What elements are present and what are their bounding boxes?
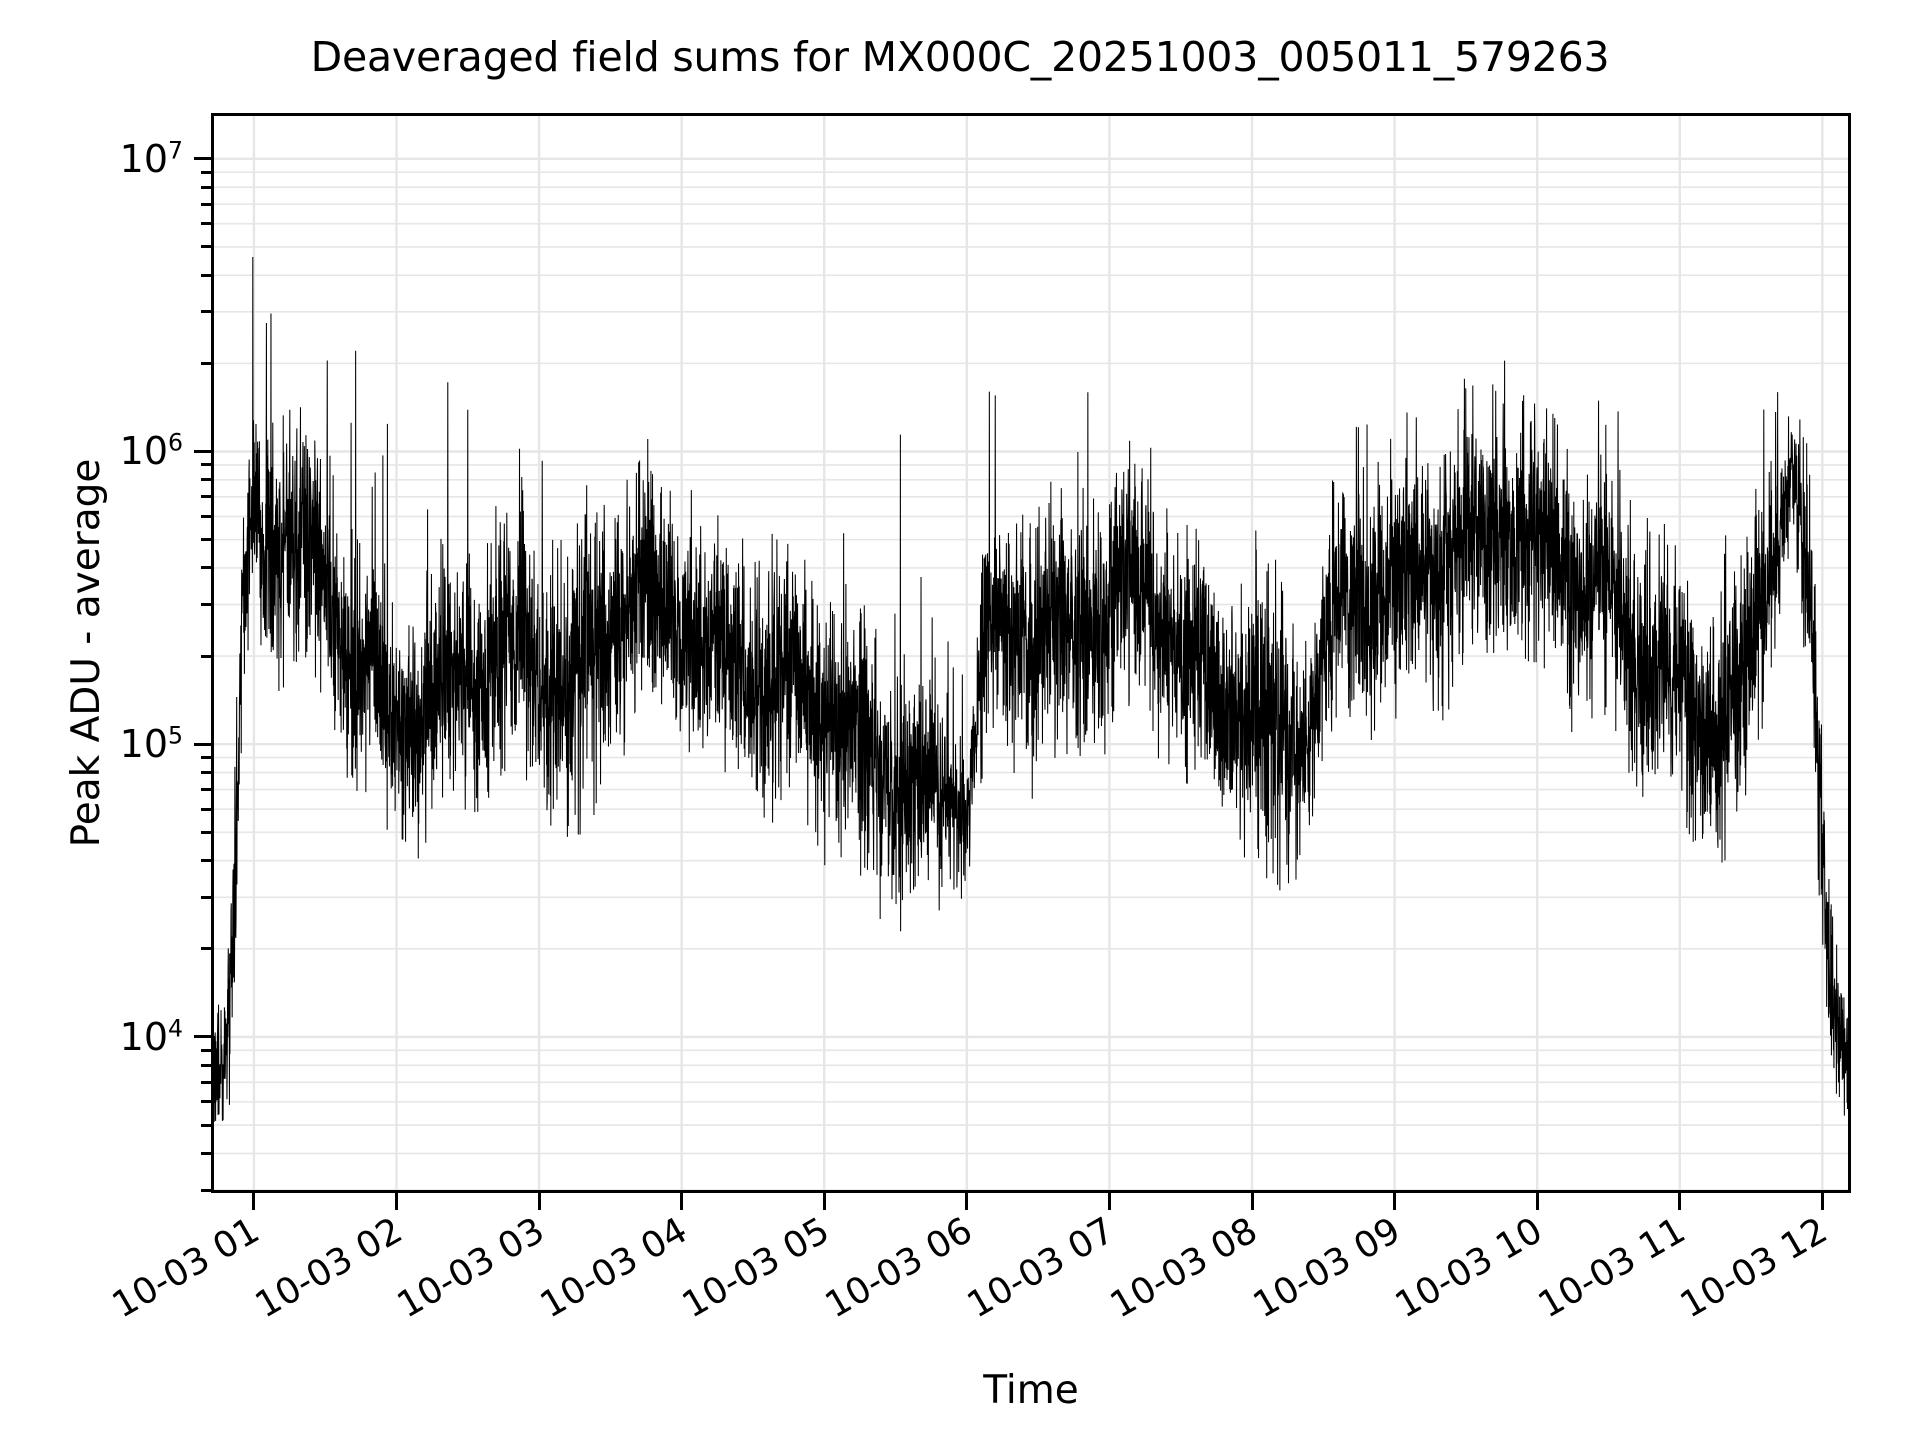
- y-tick-minor: [201, 310, 211, 314]
- y-tick-minor: [201, 245, 211, 249]
- y-tick-minor: [201, 788, 211, 792]
- y-tick-minor: [201, 807, 211, 811]
- x-tick-label: 10-03 07: [961, 1210, 1122, 1327]
- plot-area: [211, 113, 1851, 1193]
- x-tick-major: [537, 1193, 541, 1210]
- y-tick-minor: [201, 1100, 211, 1104]
- y-tick-label: 106: [119, 428, 183, 474]
- y-tick-label: 107: [119, 136, 183, 181]
- x-tick-major: [1535, 1193, 1539, 1210]
- y-tick-minor: [201, 514, 211, 518]
- x-axis-label: Time: [983, 1368, 1079, 1413]
- x-tick-major: [1820, 1193, 1824, 1210]
- y-tick-minor: [201, 273, 211, 277]
- y-tick-minor: [201, 947, 211, 951]
- y-tick-label: 104: [119, 1014, 183, 1059]
- y-tick-minor: [201, 495, 211, 499]
- y-tick-minor: [201, 895, 211, 899]
- y-tick-minor: [201, 478, 211, 482]
- x-tick-major: [1107, 1193, 1111, 1210]
- y-tick-minor: [201, 603, 211, 607]
- x-tick-label: 10-03 02: [248, 1210, 409, 1327]
- x-tick-label: 10-03 12: [1673, 1210, 1835, 1327]
- y-tick-minor: [201, 1123, 211, 1127]
- x-tick-major: [822, 1193, 826, 1210]
- x-tick-label: 10-03 04: [533, 1210, 695, 1327]
- x-tick-label: 10-03 06: [818, 1210, 980, 1327]
- y-tick-minor: [201, 1080, 211, 1084]
- y-tick-minor: [201, 202, 211, 206]
- x-tick-label: 10-03 09: [1246, 1210, 1407, 1327]
- y-tick-minor: [201, 654, 211, 658]
- y-tick-label: 105: [119, 721, 183, 767]
- y-tick-major: [194, 1035, 211, 1039]
- x-tick-label: 10-03 11: [1531, 1210, 1693, 1327]
- y-tick-minor: [201, 1151, 211, 1155]
- x-tick-major: [1678, 1193, 1682, 1210]
- y-tick-major: [194, 157, 211, 161]
- page-title: Deaveraged field sums for MX000C_2025100…: [310, 33, 1610, 81]
- x-tick-major: [965, 1193, 969, 1210]
- x-tick-label: 10-03 01: [105, 1210, 267, 1327]
- y-tick-minor: [201, 756, 211, 760]
- y-tick-major: [194, 449, 211, 453]
- y-tick-minor: [201, 170, 211, 174]
- data-series-line: [214, 116, 1848, 1190]
- grid-lines: [214, 116, 1848, 1190]
- y-tick-minor: [201, 185, 211, 189]
- x-tick-major: [252, 1193, 256, 1210]
- x-tick-label: 10-03 03: [390, 1210, 552, 1327]
- y-tick-minor: [201, 566, 211, 570]
- y-tick-major: [194, 742, 211, 746]
- x-tick-major: [1393, 1193, 1397, 1210]
- x-tick-label: 10-03 08: [1103, 1210, 1265, 1327]
- y-tick-minor: [201, 1188, 211, 1192]
- y-tick-minor: [201, 538, 211, 542]
- y-tick-minor: [201, 1063, 211, 1067]
- x-tick-major: [680, 1193, 684, 1210]
- y-tick-minor: [201, 830, 211, 834]
- x-tick-label: 10-03 10: [1388, 1210, 1550, 1327]
- x-tick-major: [395, 1193, 398, 1210]
- x-tick-label: 10-03 05: [675, 1210, 837, 1327]
- y-tick-minor: [201, 361, 211, 365]
- y-tick-minor: [201, 1048, 211, 1052]
- y-tick-minor: [201, 222, 211, 226]
- x-tick-major: [1250, 1193, 1254, 1210]
- y-tick-minor: [201, 771, 211, 775]
- y-tick-minor: [201, 859, 211, 863]
- y-tick-minor: [201, 463, 211, 467]
